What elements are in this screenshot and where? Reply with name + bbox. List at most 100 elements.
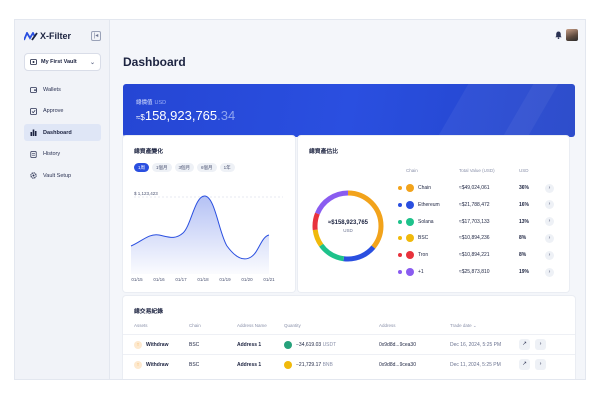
donut-slice xyxy=(312,190,384,262)
series-dot xyxy=(398,253,402,258)
bnb-token-icon xyxy=(284,361,292,369)
external-link-icon[interactable]: ↗ xyxy=(519,339,530,350)
chain-value: ≈$21,788,472 xyxy=(459,201,490,208)
chain-value: ≈$17,703,133 xyxy=(459,218,490,225)
chain-name: Solana xyxy=(418,218,434,225)
period-tabs: 1周 1個月 3個月 6個月 1年 xyxy=(134,163,235,172)
x-tick: 01/18 xyxy=(197,277,209,282)
chevron-right-icon[interactable]: › xyxy=(545,233,554,243)
asset-allocation-card: 總資產估比 ≈$158,923,765 USD Chain Total Valu… xyxy=(298,136,569,292)
col-chain: Chain xyxy=(189,323,201,328)
avatar[interactable] xyxy=(566,29,578,41)
asset-trend-chart: $ 1,123,423 01/15 01/16 01/17 01/18 01/1… xyxy=(130,191,283,282)
transactions-title: 總交易紀錄 xyxy=(134,309,163,315)
transactions-card: 總交易紀錄 Assets Chain Address Name Quantity… xyxy=(123,296,575,379)
allocation-donut xyxy=(312,190,384,262)
col-quantity: Quantity xyxy=(284,323,301,328)
chevron-right-icon[interactable]: › xyxy=(535,339,546,350)
col-address: Address xyxy=(379,323,396,328)
chain-name: Chain xyxy=(418,185,432,191)
x-tick: 01/15 xyxy=(131,277,143,282)
series-dot xyxy=(398,202,402,207)
bar-chart-icon xyxy=(30,129,37,136)
tx-date: Dec 11, 2024, 5:25 PM xyxy=(450,362,501,368)
table-row[interactable]: ↑ Withdraw BSC Address 1 −21,729.17 BNB … xyxy=(123,354,575,374)
asset-trend-title: 總資產變化 xyxy=(134,149,163,155)
list-item[interactable]: Tron ≈$10,894,221 8% › xyxy=(298,247,566,264)
chain-value: ≈$10,894,221 xyxy=(459,252,490,259)
donut-slice xyxy=(312,190,384,262)
series-dot xyxy=(398,270,402,274)
list-item[interactable]: Solana ≈$17,703,133 13% › xyxy=(298,214,566,231)
chain-token-icon xyxy=(406,251,414,260)
list-item[interactable]: BSC ≈$10,894,236 8% › xyxy=(298,230,566,247)
chain-percent: 36% xyxy=(519,185,530,191)
sidebar-item-wallets[interactable]: Wallets xyxy=(24,81,101,98)
tab-6m[interactable]: 6個月 xyxy=(197,163,217,172)
chevron-right-icon[interactable]: › xyxy=(545,217,554,227)
sidebar-item-label: Wallets xyxy=(43,86,61,93)
allocation-title: 總資產估比 xyxy=(309,149,338,155)
tab-1m[interactable]: 1個月 xyxy=(152,163,172,172)
gear-icon xyxy=(30,172,37,179)
list-item[interactable]: Ethereum ≈$21,788,472 16% › xyxy=(298,197,566,214)
chain-percent: 8% xyxy=(519,235,527,242)
app-name: X-Filter xyxy=(40,31,72,41)
chain-token-icon xyxy=(406,200,414,209)
approve-icon xyxy=(30,107,37,115)
chain-name: Ethereum xyxy=(418,201,440,208)
sidebar-item-label: Vault Setup xyxy=(43,172,72,179)
tx-type: Withdraw xyxy=(146,342,169,348)
chevron-right-icon[interactable]: › xyxy=(535,359,546,370)
bell-icon[interactable] xyxy=(555,31,562,41)
chevron-right-icon[interactable]: › xyxy=(545,267,554,277)
donut-slice xyxy=(312,190,384,262)
app-window: X-Filter |◂ My First Vault ⌄ Wallets App… xyxy=(14,19,586,380)
sidebar-item-approve[interactable]: Approve xyxy=(24,103,101,120)
vault-icon xyxy=(30,59,37,65)
tx-quantity: −21,729.17 BNB xyxy=(296,362,333,368)
tx-address: 0x9d8d...9cea30 xyxy=(379,362,416,368)
wallet-icon xyxy=(30,87,37,93)
withdraw-arrow-icon: ↑ xyxy=(134,361,142,369)
tx-address-name: Address 1 xyxy=(237,342,262,348)
vault-selector[interactable]: My First Vault ⌄ xyxy=(24,53,101,71)
tx-address-name: Address 1 xyxy=(237,362,262,368)
x-filter-logo-icon xyxy=(24,31,38,41)
sidebar-item-dashboard[interactable]: Dashboard xyxy=(24,124,101,141)
series-dot xyxy=(398,186,402,190)
sidebar: X-Filter |◂ My First Vault ⌄ Wallets App… xyxy=(15,20,110,379)
chain-percent: 13% xyxy=(519,218,530,225)
chain-percent: 19% xyxy=(519,269,530,275)
col-trade-date[interactable]: Trade date ⌄ xyxy=(450,323,477,328)
list-item[interactable]: +1 ≈$25,873,810 19% › xyxy=(298,264,566,281)
sidebar-item-label: Approve xyxy=(43,108,64,114)
external-link-icon[interactable]: ↗ xyxy=(519,359,530,370)
logo[interactable]: X-Filter xyxy=(24,31,71,41)
chevron-right-icon[interactable]: › xyxy=(545,200,554,210)
tx-type: Withdraw xyxy=(146,362,169,368)
chain-name: Tron xyxy=(418,252,429,259)
allocation-header-pct: USD xyxy=(519,168,529,173)
asset-trend-card: 總資產變化 1周 1個月 3個月 6個月 1年 $ 1,123,423 xyxy=(123,136,295,292)
chain-token-icon xyxy=(406,268,414,276)
tab-1w[interactable]: 1周 xyxy=(134,163,150,172)
tx-quantity: −34,619.03 USDT xyxy=(296,342,337,348)
main-content: Dashboard 總價值 USD ≈$158,923,765.34 總資產變化 … xyxy=(111,20,585,379)
tab-1y[interactable]: 1年 xyxy=(219,163,235,172)
trend-line xyxy=(130,195,270,260)
table-row[interactable]: ↑ Withdraw BSC Address 1 −34,619.03 USDT… xyxy=(123,334,575,354)
tab-3m[interactable]: 3個月 xyxy=(174,163,195,172)
peak-label: $ 1,123,423 xyxy=(134,191,158,196)
list-item[interactable]: Chain ≈$49,024,061 36% › xyxy=(298,180,566,197)
withdraw-arrow-icon: ↑ xyxy=(134,341,142,349)
total-value-banner: 總價值 USD ≈$158,923,765.34 xyxy=(123,84,575,137)
chevron-right-icon[interactable]: › xyxy=(545,250,554,260)
vault-name: My First Vault xyxy=(41,59,77,65)
sidebar-item-history[interactable]: History xyxy=(24,146,101,163)
collapse-sidebar-button[interactable]: |◂ xyxy=(91,31,101,41)
sidebar-item-vault-setup[interactable]: Vault Setup xyxy=(24,167,101,184)
chevron-right-icon[interactable]: › xyxy=(545,183,554,193)
sidebar-nav: Wallets Approve Dashboard History Vault … xyxy=(24,81,101,189)
tx-date: Dec 16, 2024, 5:25 PM xyxy=(450,342,502,348)
